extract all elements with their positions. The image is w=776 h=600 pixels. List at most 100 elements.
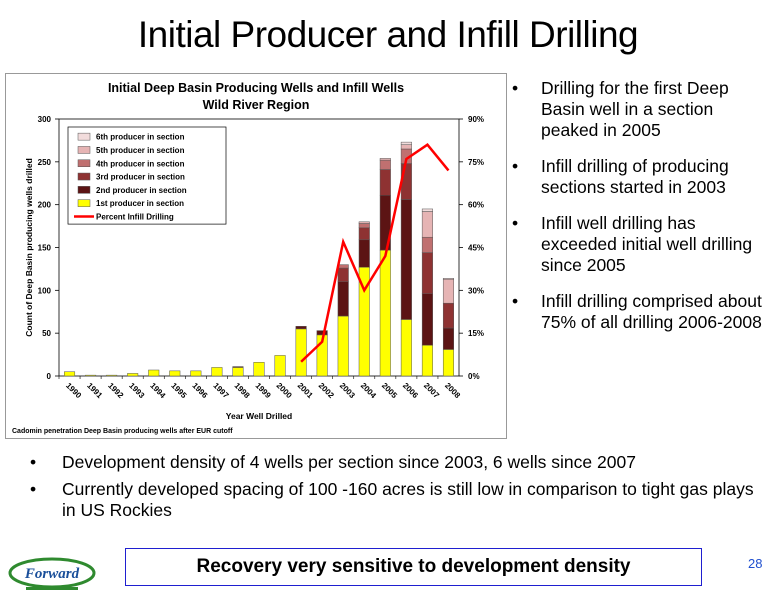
legend-label: Percent Infill Drilling: [96, 212, 174, 221]
y-tick-label: 100: [38, 286, 52, 295]
chart-container: Initial Deep Basin Producing Wells and I…: [5, 73, 507, 439]
y2-tick-label: 90%: [468, 115, 484, 124]
bullet-marker: •: [512, 291, 519, 311]
y-tick-label: 200: [38, 201, 52, 210]
right-bullet-text: Infill drilling comprised about 75% of a…: [541, 291, 762, 332]
x-tick-label: 2008: [443, 381, 462, 400]
right-bullet: • Infill well drilling has exceeded initi…: [512, 213, 774, 276]
x-tick-label: 2001: [296, 381, 315, 400]
bullet-marker: •: [512, 78, 519, 98]
bar-segment: [169, 370, 181, 377]
bullet-marker: •: [512, 213, 519, 233]
right-bullet-list: • Drilling for the first Deep Basin well …: [512, 78, 774, 348]
bar-segment: [358, 227, 370, 241]
x-tick-label: 1995: [169, 381, 188, 400]
company-logo: Forward: [8, 555, 98, 595]
x-tick-label: 2002: [317, 381, 336, 400]
bar-segment: [274, 355, 286, 377]
bottom-bullet: • Development density of 4 wells per sect…: [30, 452, 760, 473]
legend-swatch: [77, 172, 91, 181]
x-tick-label: 1996: [190, 381, 209, 400]
bar-chart: Initial Deep Basin Producing Wells and I…: [12, 81, 484, 435]
bar-segment: [421, 293, 433, 346]
bar-segment: [253, 362, 265, 377]
bar-segment: [337, 315, 349, 377]
bar-segment: [295, 326, 307, 330]
right-bullet-text: Infill well drilling has exceeded initia…: [541, 213, 753, 275]
page-number: 28: [748, 556, 763, 571]
bar-segment: [421, 252, 433, 295]
x-axis-label: Year Well Drilled: [226, 411, 292, 421]
x-tick-label: 2003: [338, 381, 357, 400]
y-axis-label: Count of Deep Basin producing wells dril…: [24, 158, 34, 337]
right-bullet: • Infill drilling comprised about 75% of …: [512, 291, 774, 333]
bar-segment: [127, 373, 139, 377]
bullet-marker: •: [30, 452, 37, 472]
legend-box: [67, 126, 227, 225]
key-message-callout: Recovery very sensitive to development d…: [125, 548, 702, 586]
bar-segment: [64, 371, 76, 377]
legend-label: 6th producer in section: [96, 133, 185, 142]
bar-segment: [400, 199, 412, 320]
bar-segment: [442, 349, 454, 377]
bar-segment: [379, 159, 391, 170]
legend-swatch: [77, 159, 91, 167]
bar-segment: [400, 319, 412, 377]
bar-segment: [442, 327, 454, 350]
x-tick-label: 2000: [275, 381, 294, 400]
bar-segment: [379, 169, 391, 196]
bottom-bullet: • Currently developed spacing of 100 -160…: [30, 479, 760, 521]
x-tick-label: 1992: [106, 381, 125, 400]
bar-segment: [442, 278, 454, 280]
right-bullet: • Infill drilling of producing sections s…: [512, 156, 774, 198]
y-tick-label: 250: [38, 158, 52, 167]
x-tick-label: 2004: [359, 381, 378, 400]
legend-label: 3rd producer in section: [96, 173, 185, 182]
bar-segment: [358, 239, 370, 268]
legend-swatch: [77, 199, 91, 207]
y2-tick-label: 0%: [468, 372, 480, 381]
bar-segment: [442, 278, 454, 304]
y2-tick-label: 75%: [468, 158, 484, 167]
bar-segment: [106, 374, 118, 377]
chart-footnote: Cadomin penetration Deep Basin producing…: [12, 428, 233, 435]
bar-segment: [337, 267, 349, 283]
bar-segment: [400, 141, 412, 145]
x-tick-label: 2005: [380, 381, 399, 400]
legend-label: 2nd producer in section: [96, 186, 187, 195]
legend-label: 1st producer in section: [96, 199, 184, 208]
bullet-marker: •: [512, 156, 519, 176]
x-tick-label: 1991: [85, 381, 104, 400]
x-tick-label: 1997: [211, 381, 230, 400]
bottom-bullet-list: • Development density of 4 wells per sect…: [30, 452, 760, 527]
bar-segment: [421, 208, 433, 212]
bar-segment: [421, 344, 433, 377]
y2-tick-label: 45%: [468, 244, 484, 253]
bar-segment: [211, 367, 223, 377]
y-tick-label: 0: [47, 372, 52, 381]
bar-segment: [232, 367, 244, 377]
x-tick-label: 2007: [422, 381, 441, 400]
bullet-marker: •: [30, 479, 37, 499]
legend-label: 5th producer in section: [96, 146, 185, 155]
chart-subtitle: Wild River Region: [203, 98, 310, 112]
right-bullet-text: Drilling for the first Deep Basin well i…: [541, 78, 729, 140]
slide-title: Initial Producer and Infill Drilling: [137, 14, 639, 55]
y2-tick-label: 30%: [468, 286, 484, 295]
bar-segment: [400, 144, 412, 150]
right-bullet-text: Infill drilling of producing sections st…: [541, 156, 729, 197]
bar-segment: [421, 211, 433, 238]
x-tick-label: 1999: [254, 381, 273, 400]
bar-segment: [421, 236, 433, 253]
x-tick-label: 1994: [148, 381, 167, 400]
y-tick-label: 150: [38, 244, 52, 253]
legend-swatch: [77, 186, 91, 194]
svg-text:Forward: Forward: [24, 566, 80, 582]
bar-segment: [337, 281, 349, 317]
y-tick-label: 300: [38, 115, 52, 124]
x-tick-label: 1998: [233, 381, 252, 400]
bar-segment: [442, 302, 454, 329]
chart-title: Initial Deep Basin Producing Wells and I…: [108, 81, 404, 95]
bar-segment: [85, 374, 97, 377]
x-tick-label: 1990: [64, 381, 83, 400]
